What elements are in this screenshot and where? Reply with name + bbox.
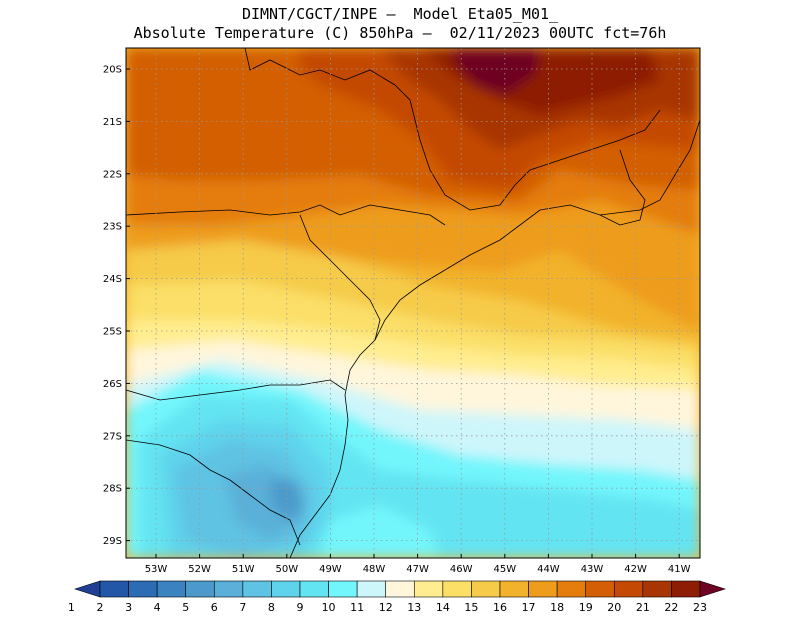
colorbar-label: 3 bbox=[125, 601, 132, 614]
colorbar-swatch bbox=[271, 580, 301, 598]
colorbar-swatch bbox=[556, 580, 587, 598]
colorbar-label: 5 bbox=[182, 601, 189, 614]
colorbar-label: 12 bbox=[379, 601, 393, 614]
temperature-field bbox=[126, 48, 700, 558]
colorbar-swatch bbox=[413, 580, 444, 598]
lon-tick-label: 44W bbox=[537, 564, 560, 575]
colorbar-label: 11 bbox=[350, 601, 364, 614]
graticule bbox=[126, 48, 700, 558]
colorbar-swatch bbox=[528, 580, 558, 598]
longitude-axis: 53W 52W 51W 50W 49W 48W 47W 46W 45W 44W 43W 42W 41W bbox=[145, 554, 691, 575]
lon-tick-label: 49W bbox=[319, 564, 342, 575]
colorbar-label: 9 bbox=[297, 601, 304, 614]
coastline bbox=[444, 119, 700, 271]
colorbar-label: 8 bbox=[268, 601, 275, 614]
field-level-5 bbox=[270, 480, 305, 520]
colorbar-swatch bbox=[328, 580, 358, 598]
lon-tick-label: 52W bbox=[188, 564, 211, 575]
lon-tick-label: 53W bbox=[145, 564, 168, 575]
plot-frame bbox=[125, 47, 701, 559]
colorbar-arrow-high bbox=[699, 580, 726, 598]
lon-tick-label: 42W bbox=[624, 564, 647, 575]
colorbar-label: 21 bbox=[636, 601, 650, 614]
lon-tick-label: 50W bbox=[275, 564, 298, 575]
colorbar-swatch bbox=[613, 580, 644, 598]
colorbar-swatch bbox=[385, 580, 415, 598]
lon-tick-label: 47W bbox=[406, 564, 429, 575]
colorbar-swatch bbox=[471, 580, 501, 598]
colorbar-swatch bbox=[242, 580, 272, 598]
colorbar-label: 14 bbox=[436, 601, 450, 614]
map-title-line1: DIMNT/CGCT/INPE – Model Eta05_M01_ bbox=[241, 5, 559, 23]
lon-tick-label: 41W bbox=[668, 564, 691, 575]
colorbar-label: 22 bbox=[664, 601, 678, 614]
colorbar-label: 4 bbox=[154, 601, 161, 614]
state-border bbox=[244, 48, 661, 211]
colorbar-swatch bbox=[356, 580, 387, 598]
field-level-10-coast bbox=[320, 505, 440, 558]
colorbar-label: 10 bbox=[322, 601, 336, 614]
colorbar-swatch bbox=[299, 580, 329, 598]
state-border bbox=[126, 379, 346, 401]
colorbar-swatch bbox=[99, 580, 129, 598]
colorbar-arrow-low bbox=[74, 580, 101, 598]
colorbar-swatch bbox=[213, 580, 244, 598]
colorbar-label: 1 bbox=[68, 601, 75, 614]
state-border bbox=[599, 149, 646, 226]
colorbar-label: 19 bbox=[579, 601, 593, 614]
colorbar-label: 20 bbox=[607, 601, 621, 614]
colorbar-label: 13 bbox=[407, 601, 421, 614]
colorbar-label: 17 bbox=[522, 601, 536, 614]
lon-tick-label: 43W bbox=[581, 564, 604, 575]
colorbar-label: 6 bbox=[211, 601, 218, 614]
lat-tick-label: 29S bbox=[103, 536, 122, 547]
colorbar-label: 23 bbox=[693, 601, 707, 614]
lon-tick-label: 46W bbox=[450, 564, 473, 575]
colorbar-swatch bbox=[585, 580, 615, 598]
latitude-axis: 20S 21S 22S 23S 24S 25S 26S 27S 28S 29S bbox=[103, 65, 130, 547]
colorbar-label: 15 bbox=[464, 601, 478, 614]
state-border bbox=[299, 214, 381, 341]
colorbar-label: 7 bbox=[239, 601, 246, 614]
lon-tick-label: 45W bbox=[493, 564, 516, 575]
colorbar-label: 18 bbox=[550, 601, 564, 614]
state-border bbox=[126, 204, 446, 226]
lat-tick-label: 20S bbox=[103, 65, 122, 76]
lat-tick-label: 23S bbox=[103, 222, 122, 233]
colorbar-swatch bbox=[442, 580, 472, 598]
colorbar-label: 16 bbox=[493, 601, 507, 614]
lon-tick-label: 48W bbox=[363, 564, 386, 575]
colorbar-swatch bbox=[642, 580, 672, 598]
lat-tick-label: 27S bbox=[103, 431, 122, 442]
field-level-23 bbox=[450, 48, 540, 95]
lat-tick-label: 28S bbox=[103, 484, 122, 495]
state-border bbox=[126, 439, 301, 546]
map-title-line2: Absolute Temperature (C) 850hPa – 02/11/… bbox=[133, 24, 667, 42]
lat-tick-label: 21S bbox=[103, 117, 122, 128]
lat-tick-label: 26S bbox=[103, 379, 122, 390]
colorbar: 1 2 3 4 5 6 7 8 9 10 11 12 13 14 15 16 17 18 19 20 21 22 23 bbox=[68, 580, 726, 614]
coastline bbox=[289, 269, 446, 558]
colorbar-swatch bbox=[671, 580, 701, 598]
lat-tick-label: 22S bbox=[103, 169, 122, 180]
coastlines-and-borders bbox=[126, 48, 700, 558]
colorbar-swatch bbox=[156, 580, 187, 598]
colorbar-swatch bbox=[499, 580, 529, 598]
lat-tick-label: 24S bbox=[103, 274, 122, 285]
colorbar-label: 2 bbox=[97, 601, 104, 614]
lon-tick-label: 51W bbox=[232, 564, 255, 575]
lat-tick-label: 25S bbox=[103, 327, 122, 338]
colorbar-swatch bbox=[128, 580, 158, 598]
colorbar-swatch bbox=[185, 580, 215, 598]
